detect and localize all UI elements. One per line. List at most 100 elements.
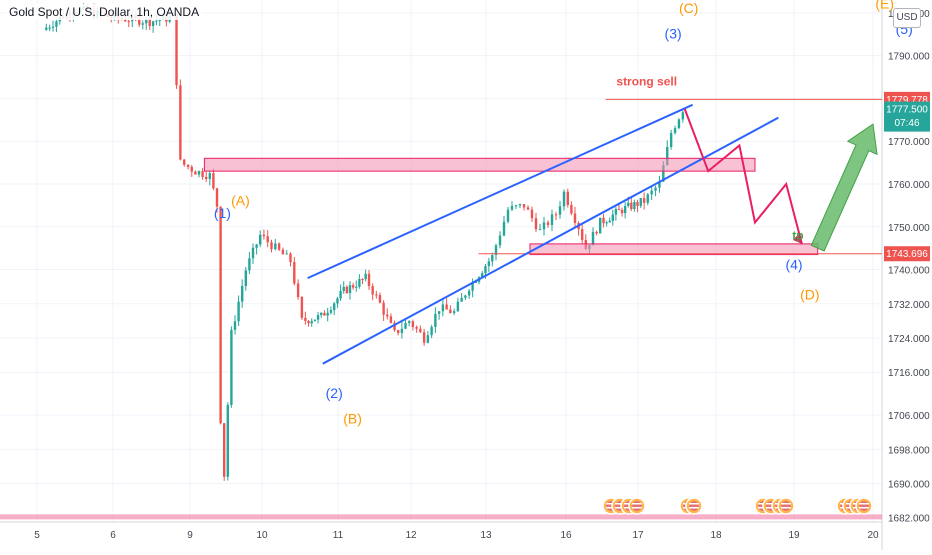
candle [434,307,437,333]
candle-body [669,132,673,148]
candle-body [51,26,55,28]
candle-body [415,326,418,329]
candle [426,330,430,344]
current-price-badge: 1777.500 [886,105,928,116]
candle [190,164,193,177]
candle-body [506,209,510,222]
countdown-label: 07:46 [894,118,919,129]
candle [48,24,51,32]
time-tick-label: 5 [34,530,40,541]
candle-body [127,21,130,23]
candle-body [197,171,201,175]
candle [400,322,404,339]
candle [248,252,251,275]
candle-body [636,201,639,206]
candle-body [186,164,190,167]
candle [219,206,222,425]
candle [573,206,577,228]
candle-body [382,302,385,315]
candle [371,283,374,301]
candle-body [487,261,491,267]
projection-path [683,108,803,245]
candle [307,319,310,327]
candle [449,305,452,314]
candle-body [307,320,310,324]
candle-body [212,173,215,189]
candle [452,308,456,316]
event-icon-stripe [766,507,776,509]
candle [554,211,558,221]
event-icon-stripe [615,503,625,505]
price-tick-label: 1732.000 [888,300,930,311]
candle-body [581,229,584,240]
candle-body [658,181,661,188]
candle [389,313,393,324]
candle [141,20,144,30]
candle-body [422,332,426,343]
candle-body [611,214,614,221]
economic-event-flag-icon[interactable] [777,497,795,515]
event-icon-stripe [766,503,776,505]
current-price-badge-bg [884,101,930,132]
economic-event-flag-icon[interactable] [685,497,703,515]
candle [506,206,510,224]
candle [336,296,339,308]
candle [233,315,237,335]
wave-label: (C) [679,0,698,16]
grid [0,0,882,522]
candle [255,243,258,255]
currency-selector[interactable]: USD [893,8,921,28]
candle-body [654,187,657,191]
candle-body [310,321,313,324]
candle-body [342,286,345,291]
candle [646,192,649,206]
candle [510,201,514,212]
economic-event-flag-icon[interactable] [855,497,873,515]
candle [614,207,618,221]
candle [342,281,345,294]
candle-body [558,206,562,215]
candle-body [355,286,358,288]
candle [491,252,494,267]
candle-body [404,323,407,329]
candle [179,79,182,161]
candle [673,125,677,135]
candle [194,170,197,175]
price-tick-label: 1750.000 [888,223,930,234]
candle [502,215,506,237]
candle-body [141,23,144,25]
candle [566,188,569,208]
candle [244,266,247,291]
candle [430,324,433,339]
candle-body [386,314,389,317]
candle [591,227,595,246]
event-icon-flag [632,501,642,511]
candle [345,285,349,294]
candle-body [566,191,569,205]
event-icon-stripe [689,503,699,505]
candle-body [456,301,460,312]
economic-event-flag-icon[interactable] [628,497,646,515]
candle-body [393,322,396,331]
projection-arrowhead [792,232,802,244]
candle-body [452,311,456,314]
candle [669,129,673,150]
price-tick-label: 1716.000 [888,368,930,379]
event-icon-stripe [859,503,869,505]
candle [611,209,614,226]
candle [422,328,426,346]
candle-body [498,235,502,246]
event-icon-stripe [606,503,616,505]
candle-body [151,21,155,27]
candle-body [145,18,148,24]
wave-label: (1) [214,205,231,221]
candle-body [411,321,415,327]
candle-body [502,221,506,236]
candle-body [449,309,452,314]
wave-label: (3) [665,26,682,42]
candle [608,217,611,223]
candle-body [481,273,484,278]
candle-body [570,204,573,214]
